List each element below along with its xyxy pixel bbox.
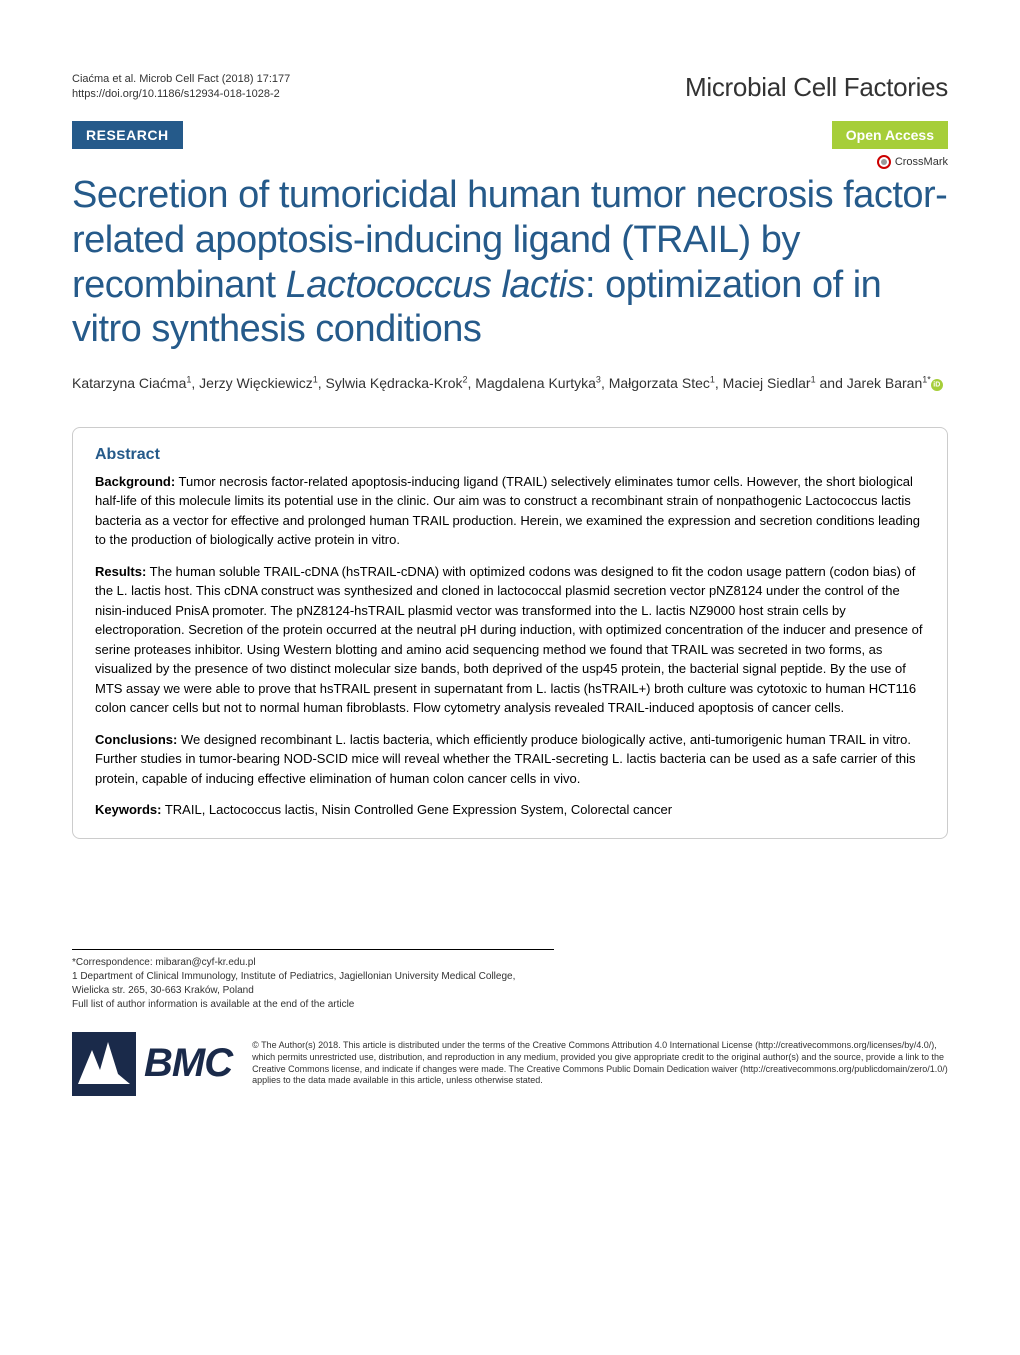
abstract-box: Abstract Background: Tumor necrosis fact… bbox=[72, 427, 948, 839]
citation-text: Ciaćma et al. Microb Cell Fact (2018) 17… bbox=[72, 72, 290, 87]
crossmark-button[interactable]: CrossMark bbox=[877, 155, 948, 169]
full-list-text: Full list of author information is avail… bbox=[72, 998, 554, 1012]
journal-name: Microbial Cell Factories bbox=[685, 72, 948, 103]
open-access-badge: Open Access bbox=[832, 121, 948, 149]
results-text: The human soluble TRAIL-cDNA (hsTRAIL-cD… bbox=[95, 564, 922, 716]
title-italic-1: Lactococcus lactis bbox=[286, 264, 585, 306]
crossmark-row: CrossMark bbox=[72, 155, 948, 169]
license-text: © The Author(s) 2018. This article is di… bbox=[252, 1040, 948, 1087]
orcid-icon[interactable] bbox=[931, 379, 943, 391]
article-title: Secretion of tumoricidal human tumor nec… bbox=[72, 173, 948, 352]
conclusions-label: Conclusions: bbox=[95, 732, 177, 747]
correspondence-text: *Correspondence: mibaran@cyf-kr.edu.pl bbox=[72, 956, 554, 970]
background-text: Tumor necrosis factor-related apoptosis-… bbox=[95, 474, 920, 548]
abstract-heading: Abstract bbox=[95, 446, 925, 464]
background-label: Background: bbox=[95, 474, 175, 489]
bmc-logo[interactable]: BMC bbox=[72, 1032, 232, 1096]
results-label: Results: bbox=[95, 564, 146, 579]
bmc-text: BMC bbox=[144, 1041, 232, 1086]
badge-row: RESEARCH Open Access bbox=[72, 121, 948, 149]
affiliation-text: 1 Department of Clinical Immunology, Ins… bbox=[72, 970, 554, 998]
page-container: Ciaćma et al. Microb Cell Fact (2018) 17… bbox=[0, 0, 1020, 1136]
crossmark-label: CrossMark bbox=[895, 156, 948, 168]
footer-meta: *Correspondence: mibaran@cyf-kr.edu.pl 1… bbox=[72, 949, 554, 1012]
footer-row: BMC © The Author(s) 2018. This article i… bbox=[72, 1032, 948, 1096]
authors-list: Katarzyna Ciaćma1, Jerzy Więckiewicz1, S… bbox=[72, 372, 948, 394]
abstract-results: Results: The human soluble TRAIL-cDNA (h… bbox=[95, 562, 925, 718]
doi-text[interactable]: https://doi.org/10.1186/s12934-018-1028-… bbox=[72, 87, 290, 102]
conclusions-text: We designed recombinant L. lactis bacter… bbox=[95, 732, 916, 786]
header-citation-block: Ciaćma et al. Microb Cell Fact (2018) 17… bbox=[72, 72, 290, 103]
abstract-background: Background: Tumor necrosis factor-relate… bbox=[95, 472, 925, 550]
crossmark-icon bbox=[877, 155, 891, 169]
bmc-mark-icon bbox=[72, 1032, 136, 1096]
authors-text: Katarzyna Ciaćma1, Jerzy Więckiewicz1, S… bbox=[72, 375, 931, 391]
research-badge: RESEARCH bbox=[72, 121, 183, 149]
abstract-keywords: Keywords: TRAIL, Lactococcus lactis, Nis… bbox=[95, 800, 925, 820]
header-row: Ciaćma et al. Microb Cell Fact (2018) 17… bbox=[72, 72, 948, 103]
abstract-conclusions: Conclusions: We designed recombinant L. … bbox=[95, 730, 925, 789]
keywords-text: TRAIL, Lactococcus lactis, Nisin Control… bbox=[161, 802, 672, 817]
keywords-label: Keywords: bbox=[95, 802, 161, 817]
